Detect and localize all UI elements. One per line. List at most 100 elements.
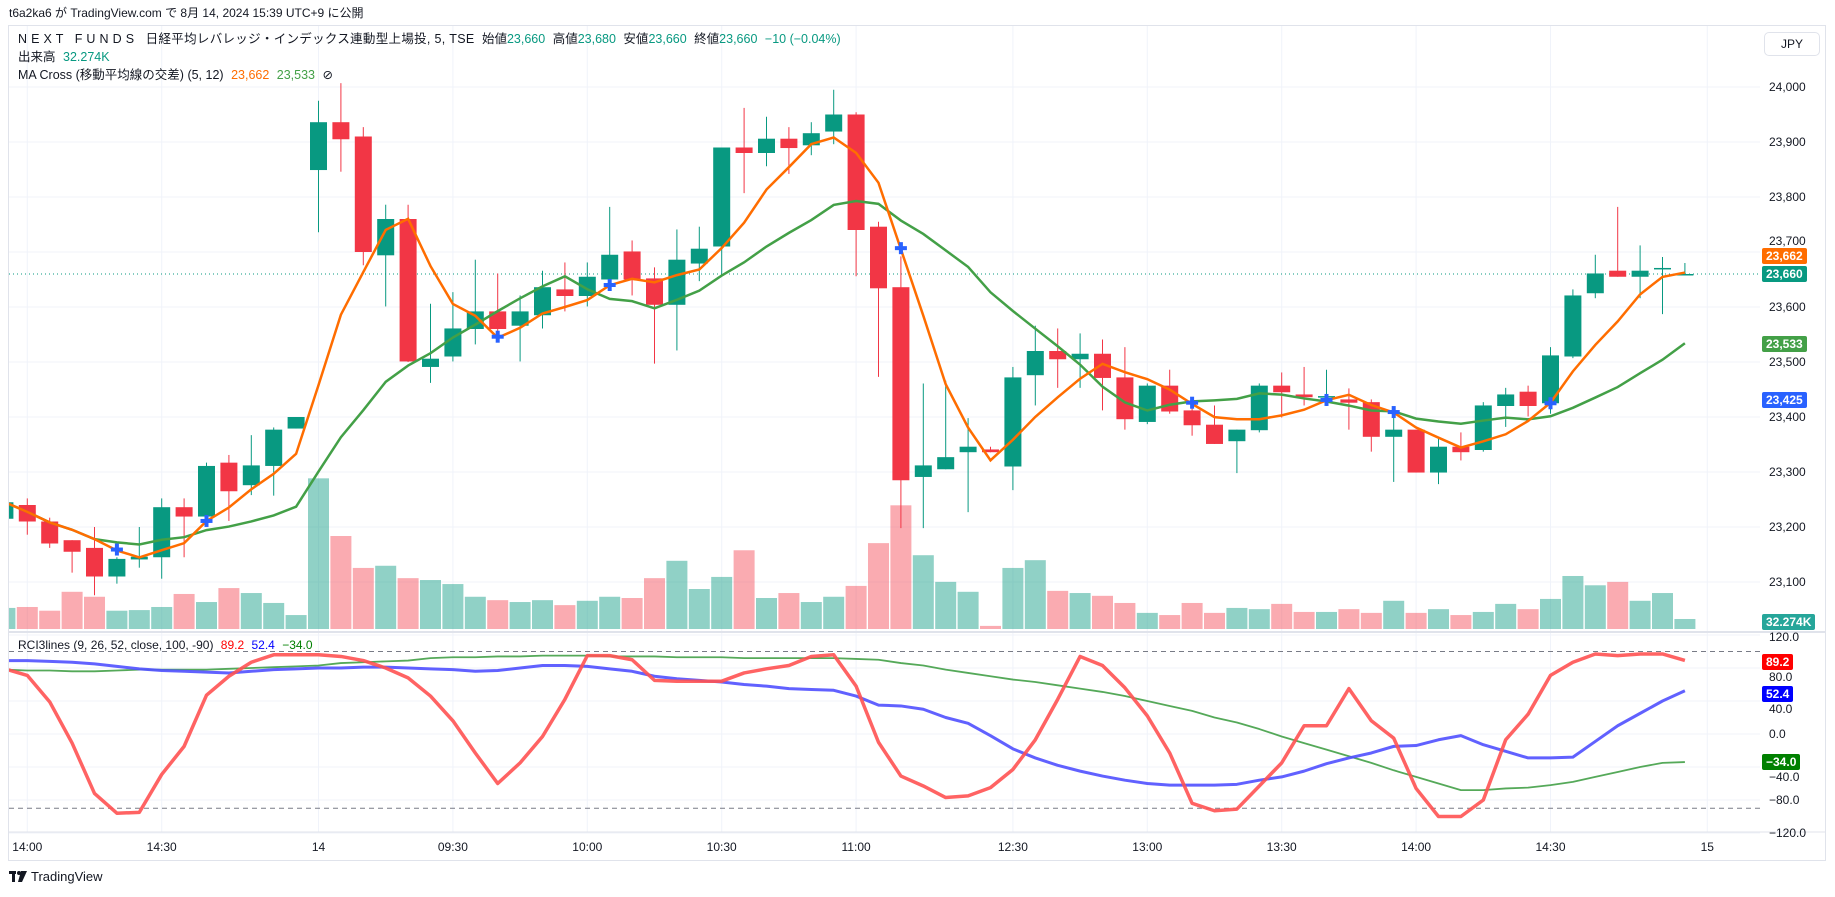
time-axis-label[interactable]: 10:00 [572, 840, 603, 854]
cross-marker-v [1548, 397, 1553, 410]
candle [1228, 429, 1246, 474]
candle-body [1071, 353, 1089, 360]
candle-body [1609, 270, 1627, 277]
volume-bar [621, 598, 643, 629]
volume-bar [1383, 600, 1405, 629]
candle-body [287, 417, 305, 429]
ma-cross-label: MA Cross (移動平均線の交差) (5, 12) [18, 68, 224, 82]
candle [556, 262, 574, 312]
volume-bar [375, 565, 397, 629]
price-axis-label[interactable]: 23,400 [1769, 410, 1806, 424]
candle [914, 383, 932, 529]
cross-marker-v [204, 514, 209, 527]
close-label: 終値 [694, 32, 720, 46]
volume-bar [420, 580, 441, 629]
rci-axis-label[interactable]: 0.0 [1769, 727, 1786, 741]
candle-body [310, 122, 327, 171]
volume-label: 出来高 [18, 50, 56, 64]
price-axis-label[interactable]: 23,600 [1769, 300, 1806, 314]
candle [1676, 263, 1694, 276]
candle-body [1430, 446, 1447, 473]
time-axis-label[interactable]: 14:30 [146, 840, 177, 854]
currency-button[interactable]: JPY [1764, 32, 1820, 56]
time-axis-label[interactable]: 14:30 [1535, 840, 1566, 854]
ma-cross-marker [1544, 397, 1557, 410]
candle [1654, 256, 1671, 315]
rci-axis-label[interactable]: 40.0 [1769, 702, 1793, 716]
price-axis-label[interactable]: 23,300 [1769, 465, 1806, 479]
candle-body [220, 462, 238, 492]
candle-body [489, 311, 507, 329]
rci-axis-label[interactable]: −40.0 [1769, 770, 1800, 784]
price-axis-label[interactable]: 23,200 [1769, 520, 1806, 534]
volume-bar [84, 596, 105, 629]
candle [1564, 289, 1582, 359]
change-value: −10 (−0.04%) [764, 32, 841, 46]
volume-bar [1472, 611, 1494, 629]
candle-body [377, 219, 395, 256]
time-axis-label[interactable]: 13:00 [1132, 840, 1163, 854]
candle-body [1452, 446, 1470, 453]
volume-bar [733, 550, 755, 629]
volume-bar [1181, 602, 1203, 629]
time-axis-label[interactable]: 14 [311, 840, 326, 854]
volume-bar [1002, 567, 1024, 629]
time-axis-label[interactable]: 09:30 [437, 840, 468, 854]
price-axis-label[interactable]: 24,000 [1769, 80, 1806, 94]
price-axis-label[interactable]: 23,800 [1769, 190, 1806, 204]
time-axis-label[interactable]: 14:00 [1401, 840, 1432, 854]
price-axis-label[interactable]: 23,100 [1769, 575, 1806, 589]
rci-axis-label[interactable]: 80.0 [1769, 670, 1793, 684]
volume-bar [352, 567, 374, 629]
rci-mid-badge: 52.4 [1762, 686, 1794, 702]
candle-body [1094, 353, 1111, 378]
volume-bar [845, 585, 867, 629]
candle [601, 206, 619, 284]
volume-bar [308, 478, 329, 629]
ma-slow-value: 23,533 [276, 68, 316, 82]
candle-body [825, 114, 843, 132]
candle-body [511, 311, 529, 326]
open-value: 23,660 [506, 32, 546, 46]
candle [466, 259, 484, 345]
candle-body [86, 547, 103, 577]
candle-body [198, 465, 215, 517]
candle-body [758, 138, 775, 153]
rci-legend[interactable]: RCI3lines (9, 26, 52, close, 100, -90) 8… [18, 638, 317, 653]
price-axis-label[interactable]: 23,700 [1769, 234, 1806, 248]
candle-body [466, 311, 484, 329]
volume-bar [1069, 593, 1091, 629]
volume-bar [16, 606, 38, 629]
candle-body [937, 457, 955, 470]
candle-body [1049, 351, 1067, 360]
price-axis-label[interactable]: 23,900 [1769, 135, 1806, 149]
time-axis-label[interactable]: 12:30 [997, 840, 1028, 854]
time-axis-label[interactable]: 14:00 [12, 840, 43, 854]
candle [1026, 325, 1044, 406]
rci-axis-label[interactable]: −120.0 [1769, 826, 1807, 840]
candle-body [780, 138, 798, 149]
volume-bar [397, 578, 419, 629]
main-pane [9, 83, 1760, 629]
time-axis-label[interactable]: 15 [1700, 840, 1714, 854]
candle-body [1519, 391, 1537, 406]
rci-short-badge: 89.2 [1762, 654, 1794, 670]
time-axis-label[interactable]: 10:30 [706, 840, 737, 854]
volume-legend[interactable]: 出来高 32.274K [18, 50, 114, 65]
ma-cross-legend[interactable]: MA Cross (移動平均線の交差) (5, 12) 23,662 23,53… [18, 68, 337, 83]
time-axis-label[interactable]: 11:00 [841, 840, 871, 854]
time-axis-label[interactable]: 13:30 [1266, 840, 1297, 854]
hidden-eye-icon[interactable]: ⊘ [322, 68, 333, 82]
volume-bar [1540, 598, 1561, 629]
volume-bar [464, 596, 486, 629]
symbol-name[interactable]: N E X T F U N D S 日経平均レバレッジ・インデックス連動型上場投… [18, 32, 475, 46]
candle [758, 116, 775, 167]
ma-slow-line [9, 199, 1686, 546]
tradingview-logo[interactable]: TradingView [9, 869, 103, 884]
volume-bar [1159, 615, 1181, 629]
rci-axis-label[interactable]: 120.0 [1769, 630, 1800, 644]
rci-axis-label[interactable]: −80.0 [1769, 793, 1800, 807]
low-value: 23,660 [648, 32, 687, 46]
price-axis-label[interactable]: 23,500 [1769, 355, 1806, 369]
